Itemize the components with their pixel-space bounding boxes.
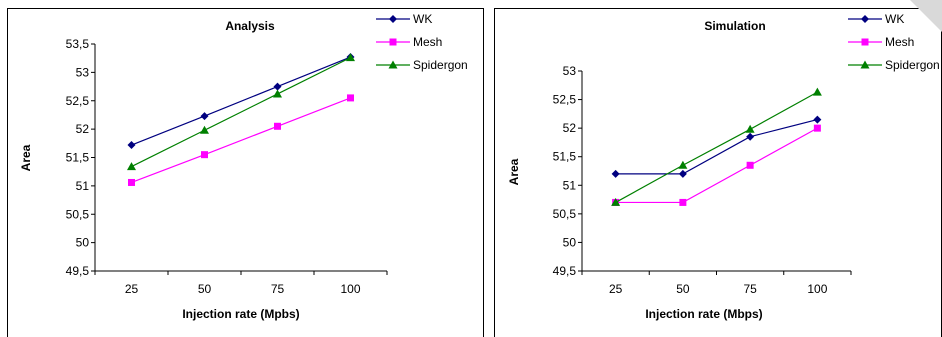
analysis-chart-panel: 49,5 50 50,5 51 51,5 52 52,5 53 53,5 25 50 75 100 Ana…	[7, 8, 484, 337]
y-tick-label: 52,5	[66, 94, 90, 108]
chart-area-border	[494, 8, 942, 337]
chart-title: Simulation	[704, 19, 765, 33]
series-mesh	[128, 94, 354, 186]
data-point	[611, 169, 620, 178]
y-tick-label: 52	[563, 121, 577, 135]
y-tick-label: 53	[563, 64, 577, 78]
data-point	[347, 94, 354, 102]
x-tick-label: 100	[340, 282, 360, 296]
legend-label: WK	[413, 12, 432, 26]
series-mesh	[612, 124, 821, 206]
legend-marker	[388, 60, 398, 69]
data-point	[679, 198, 687, 206]
series-wk	[611, 115, 822, 178]
x-tick-label: 50	[198, 282, 212, 296]
y-tick-label: 50	[76, 236, 90, 250]
data-point	[611, 197, 621, 206]
legend-label: Mesh	[413, 35, 442, 49]
series-line	[615, 91, 818, 203]
legend-label: Spidergon	[885, 58, 940, 72]
legend-label: Mesh	[885, 35, 914, 49]
series-line	[131, 97, 351, 184]
x-tick-label: 75	[271, 282, 285, 296]
y-tick-label: 50,5	[553, 207, 577, 221]
data-point	[127, 141, 136, 150]
data-point	[678, 160, 688, 169]
x-tick-label: 75	[743, 282, 757, 296]
x-axis-title: Injection rate (Mbps)	[645, 307, 762, 321]
legend-marker	[861, 38, 869, 46]
legend-marker	[860, 60, 870, 69]
y-tick-label: 52	[76, 122, 90, 136]
data-point	[745, 124, 755, 133]
x-tick-label: 25	[125, 282, 139, 296]
legend-label: WK	[885, 12, 904, 26]
simulation-chart: 49,5 50 50,5 51 51,5 52 52,5 53 25 50 75 100 Simulat…	[494, 8, 942, 337]
legend-marker	[389, 38, 397, 46]
y-tick-label: 52,5	[553, 93, 577, 107]
analysis-chart: 49,5 50 50,5 51 51,5 52 52,5 53 53,5 25 50 75 100 Ana…	[7, 8, 484, 337]
data-point	[813, 124, 821, 132]
x-tick-label: 50	[676, 282, 690, 296]
y-tick-label: 53,5	[66, 37, 90, 51]
data-point	[746, 132, 755, 141]
data-point	[201, 151, 208, 159]
series-line	[615, 127, 818, 204]
simulation-chart-panel: 49,5 50 50,5 51 51,5 52 52,5 53 25 50 75 100 Simulat…	[494, 0, 942, 337]
series-wk	[127, 53, 355, 150]
y-tick-label: 51	[563, 178, 577, 192]
x-axis-title: Injection rate (Mpbs)	[182, 307, 299, 321]
data-point	[273, 89, 282, 98]
y-tick-label: 53	[76, 65, 90, 79]
series-line	[615, 118, 818, 175]
chart-title: Analysis	[225, 19, 275, 33]
data-point	[200, 112, 209, 121]
series-spidergon	[127, 53, 355, 171]
legend-label: Spidergon	[413, 58, 468, 72]
y-tick-label: 51	[76, 179, 90, 193]
y-tick-label: 49,5	[553, 264, 577, 278]
legend-marker	[389, 15, 397, 23]
data-point	[200, 125, 209, 134]
data-point	[273, 82, 282, 91]
y-tick-label: 51,5	[66, 151, 90, 165]
data-point	[812, 87, 822, 96]
y-tick-label: 51,5	[553, 150, 577, 164]
data-point	[127, 162, 136, 171]
data-point	[346, 53, 355, 62]
y-axis-title: Area	[19, 144, 33, 171]
y-tick-label: 49,5	[66, 264, 90, 278]
page-corner-decoration	[910, 0, 942, 32]
data-point	[678, 169, 687, 178]
series-line	[131, 56, 351, 146]
series-spidergon	[611, 87, 822, 206]
data-point	[128, 178, 135, 186]
legend-marker	[861, 15, 869, 23]
chart-area-border	[7, 8, 484, 337]
x-tick-label: 25	[609, 282, 623, 296]
y-axis-title: Area	[507, 158, 521, 185]
series-line	[131, 57, 351, 168]
y-tick-label: 50,5	[66, 207, 90, 221]
data-point	[274, 122, 281, 130]
y-tick-label: 50	[563, 235, 577, 249]
data-point	[813, 115, 822, 124]
data-point	[746, 161, 754, 169]
x-tick-label: 100	[807, 282, 827, 296]
